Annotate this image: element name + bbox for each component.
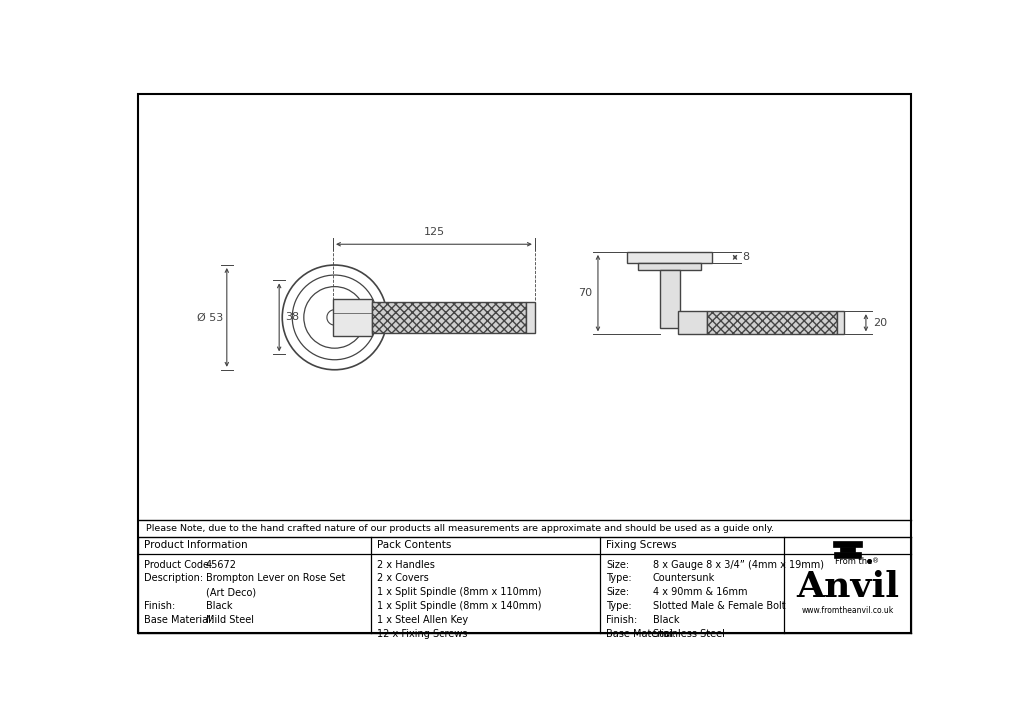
Text: Finish:: Finish: [606,615,638,625]
Text: Pack Contents: Pack Contents [377,540,452,550]
Bar [525,302,535,333]
Text: Product Code:: Product Code: [144,559,213,570]
Bar [678,311,708,334]
Text: Please Note, due to the hand crafted nature of our products all measurements are: Please Note, due to the hand crafted nat… [146,524,774,533]
Bar [372,302,525,333]
Bar [840,547,855,552]
Text: 1 x Split Spindle (8mm x 140mm): 1 x Split Spindle (8mm x 140mm) [377,601,542,611]
Text: 2 x Covers: 2 x Covers [377,573,429,583]
Bar [708,311,837,334]
Text: Finish:: Finish: [144,601,176,611]
Bar [638,263,701,270]
Text: Black: Black [652,615,679,625]
Text: Fixing Screws: Fixing Screws [606,540,677,550]
Text: Type:: Type: [606,573,632,583]
Bar [833,541,862,547]
Text: Base Material:: Base Material: [144,615,215,625]
Text: 2 x Handles: 2 x Handles [377,559,435,570]
Text: 70: 70 [578,288,592,298]
Text: 8: 8 [742,252,750,262]
Text: ®: ® [872,558,880,564]
Bar [628,252,712,263]
Text: Ø 53: Ø 53 [197,312,223,323]
Text: Size:: Size: [606,588,630,598]
Bar [333,299,372,336]
Bar [659,270,680,328]
Bar [834,552,861,558]
Text: 1 x Steel Allen Key: 1 x Steel Allen Key [377,615,468,625]
Text: Stainless Steel: Stainless Steel [652,629,725,639]
Text: Countersunk: Countersunk [652,573,715,583]
Text: From the: From the [835,557,872,566]
Text: 45672: 45672 [206,559,237,570]
Text: 4 x 90mm & 16mm: 4 x 90mm & 16mm [652,588,748,598]
Text: 1 x Split Spindle (8mm x 110mm): 1 x Split Spindle (8mm x 110mm) [377,588,542,598]
Text: Mild Steel: Mild Steel [206,615,254,625]
Text: Type:: Type: [606,601,632,611]
Text: Anvil: Anvil [796,570,899,604]
Text: www.fromtheanvil.co.uk: www.fromtheanvil.co.uk [802,606,894,615]
Bar [837,311,845,334]
Text: Size:: Size: [606,559,630,570]
Text: 125: 125 [423,227,444,237]
Text: 8 x Gauge 8 x 3/4” (4mm x 19mm): 8 x Gauge 8 x 3/4” (4mm x 19mm) [652,559,823,570]
Text: 12 x Fixing Screws: 12 x Fixing Screws [377,629,467,639]
Text: Description:: Description: [144,573,204,583]
Text: Slotted Male & Female Bolt: Slotted Male & Female Bolt [652,601,785,611]
Text: (Art Deco): (Art Deco) [206,588,256,598]
Text: Base Material:: Base Material: [606,629,677,639]
Text: Product Information: Product Information [144,540,248,550]
Text: 20: 20 [873,318,888,328]
Text: Brompton Lever on Rose Set: Brompton Lever on Rose Set [206,573,345,583]
Text: Black: Black [206,601,232,611]
Text: 38: 38 [286,312,299,323]
